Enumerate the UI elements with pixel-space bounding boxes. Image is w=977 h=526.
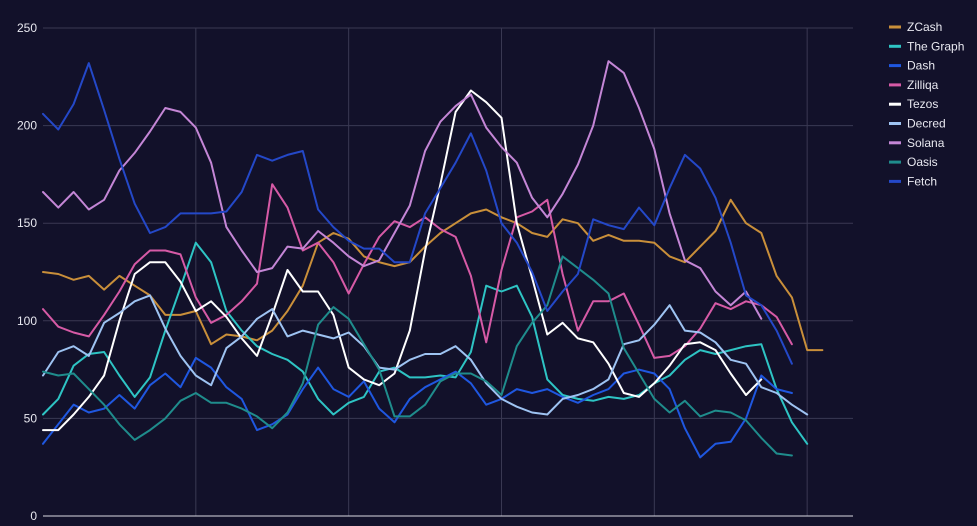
legend-label: Tezos — [907, 97, 938, 111]
series-line-dash — [42, 356, 793, 459]
series-line-oasis — [42, 255, 793, 457]
legend-item-zilliqa: Zilliqa — [889, 78, 939, 92]
y-tick-label: 50 — [24, 411, 38, 425]
series-line-the-graph — [42, 241, 809, 445]
y-tick-label: 0 — [30, 509, 37, 521]
legend-item-dash: Dash — [889, 59, 935, 73]
y-tick-label: 100 — [17, 314, 37, 328]
series-line-decred — [42, 294, 809, 416]
legend-item-solana: Solana — [889, 136, 945, 150]
legend-label: Dash — [907, 59, 935, 73]
legend-label: The Graph — [907, 39, 964, 53]
series-line-fetch — [42, 62, 793, 365]
legend-item-the-graph: The Graph — [889, 39, 964, 53]
legend-label: Fetch — [907, 174, 937, 188]
legend-item-decred: Decred — [889, 117, 946, 131]
legend-item-tezos: Tezos — [889, 97, 938, 111]
legend-label: Decred — [907, 117, 946, 131]
grid-layer — [43, 27, 853, 516]
legend-label: Oasis — [907, 155, 938, 169]
y-tick-label: 250 — [17, 21, 37, 35]
y-tick-label: 200 — [17, 119, 37, 133]
legend-label: Solana — [907, 136, 945, 150]
series-line-tezos — [42, 89, 763, 432]
legend-item-zcash: ZCash — [889, 20, 942, 34]
series-layer — [42, 60, 824, 459]
series-line-solana — [42, 60, 763, 320]
axis-layer: 0 50 100 150 200 250 — [17, 21, 853, 523]
legend-label: ZCash — [907, 20, 942, 34]
series-line-zilliqa — [42, 183, 793, 359]
y-tick-label: 150 — [17, 216, 37, 230]
legend-item-fetch: Fetch — [889, 174, 937, 188]
legend-item-oasis: Oasis — [889, 155, 938, 169]
series-line-zcash — [42, 198, 824, 352]
legend-label: Zilliqa — [907, 78, 939, 92]
legend: ZCash The Graph Dash Zilliqa Tezos Decred Sola… — [889, 20, 964, 188]
